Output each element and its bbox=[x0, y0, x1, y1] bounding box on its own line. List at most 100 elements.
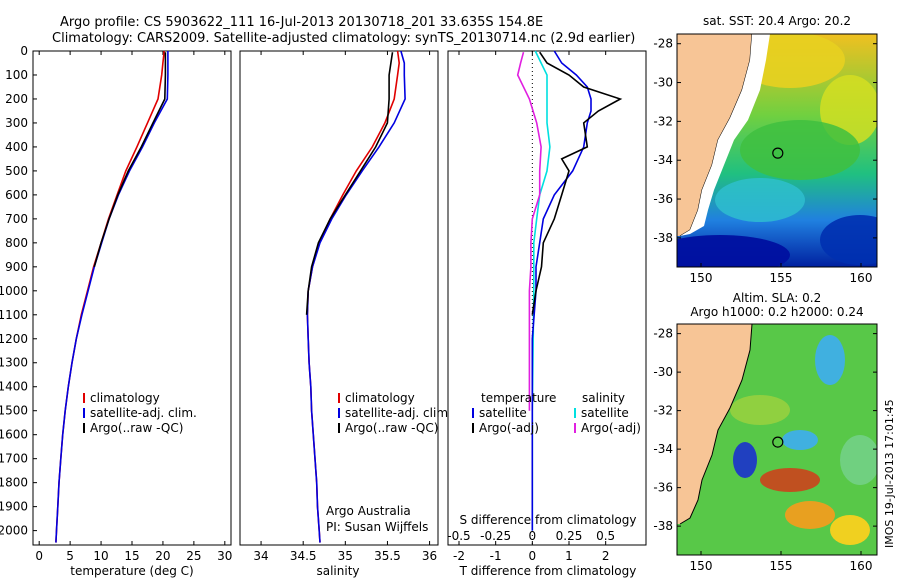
sst-map-title: sat. SST: 20.4 Argo: 20.2 bbox=[703, 14, 851, 28]
y-tick-label: 900 bbox=[5, 260, 28, 274]
legend-label: satellite-adj. clim. bbox=[345, 406, 452, 420]
difference-series bbox=[516, 50, 623, 531]
sst-map-frame bbox=[676, 33, 878, 268]
legend-header: salinity bbox=[582, 391, 625, 405]
legend-label: climatology bbox=[90, 391, 160, 405]
figure-title-line2: Climatology: CARS2009. Satellite-adjuste… bbox=[52, 31, 635, 46]
x-tick-label: 35 bbox=[338, 549, 353, 563]
figure-title-line1: Argo profile: CS 5903622_111 16-Jul-2013… bbox=[60, 15, 543, 30]
map-x-tick-label: 160 bbox=[850, 559, 873, 573]
legend-header: temperature bbox=[481, 391, 556, 405]
y-tick-label: 0 bbox=[20, 44, 28, 58]
x-tick-label: -2 bbox=[453, 549, 465, 563]
x-tick-label: 15 bbox=[124, 549, 139, 563]
x-tick-label-salinity: 0.5 bbox=[596, 529, 615, 543]
sla-feature bbox=[785, 501, 835, 529]
map-y-tick-label: -36 bbox=[653, 192, 673, 206]
y-tick-label: 500 bbox=[5, 164, 28, 178]
timestamp-stamp: IMOS 19-Jul-2013 17:01:45 bbox=[883, 399, 896, 548]
map-y-tick-label: -38 bbox=[653, 231, 673, 245]
y-tick-label: 1200 bbox=[0, 332, 28, 346]
sla-feature bbox=[830, 515, 870, 545]
series-line-argo bbox=[93, 52, 167, 268]
map-y-tick-label: -36 bbox=[653, 481, 673, 495]
series-line-argo bbox=[531, 51, 623, 315]
salinity-annotation-line1: Argo Australia bbox=[326, 504, 411, 518]
y-tick-label: 2000 bbox=[0, 524, 28, 538]
y-tick-label: 600 bbox=[5, 188, 28, 202]
sla-feature bbox=[815, 335, 845, 385]
land-australia bbox=[677, 34, 752, 236]
argo-position-marker bbox=[772, 436, 784, 448]
y-tick-label: 1500 bbox=[0, 404, 28, 418]
salinity-annotation-line2: PI: Susan Wijffels bbox=[326, 520, 428, 534]
data-gap bbox=[680, 34, 770, 236]
x-tick-label: 35.5 bbox=[374, 549, 401, 563]
sla-feature bbox=[760, 468, 820, 492]
sla-map-frame bbox=[676, 323, 878, 556]
legend-label: satellite-adj. clim. bbox=[90, 406, 197, 420]
sla-map: Altim. SLA: 0.2 Argo h1000: 0.2 h2000: 0… bbox=[653, 291, 878, 573]
salinity-series bbox=[305, 50, 406, 543]
map-y-tick-label: -34 bbox=[653, 153, 673, 167]
y-tick-label: 400 bbox=[5, 140, 28, 154]
sla-feature bbox=[733, 442, 757, 478]
x-tick-label: 36 bbox=[422, 549, 437, 563]
difference-xlabel: T difference from climatology bbox=[459, 564, 637, 578]
x-tick-label-salinity: 0.25 bbox=[556, 529, 583, 543]
x-tick-label: 5 bbox=[66, 549, 74, 563]
map-x-tick-label: 150 bbox=[690, 271, 713, 285]
series-line-satellite bbox=[531, 50, 592, 531]
series-line-satellite_salinity bbox=[531, 50, 551, 531]
y-tick-label: 1300 bbox=[0, 356, 28, 370]
y-tick-label: 1100 bbox=[0, 308, 28, 322]
legend-label: Argo(-adj) bbox=[581, 421, 641, 435]
map-y-tick-label: -32 bbox=[653, 114, 673, 128]
temperature-xlabel: temperature (deg C) bbox=[70, 564, 193, 578]
x-tick-label: 1 bbox=[565, 549, 573, 563]
y-tick-label: 700 bbox=[5, 212, 28, 226]
sla-map-title-line1: Altim. SLA: 0.2 bbox=[733, 291, 821, 305]
difference-legend: temperaturesatelliteArgo(-adj)salinitysa… bbox=[472, 391, 641, 435]
y-tick-label: 1900 bbox=[0, 500, 28, 514]
land-australia bbox=[677, 324, 752, 524]
y-tick-label: 1800 bbox=[0, 476, 28, 490]
x-tick-label: 34 bbox=[253, 549, 268, 563]
sst-green-patch bbox=[740, 120, 860, 180]
x-tick-label: 2 bbox=[602, 549, 610, 563]
map-y-tick-label: -34 bbox=[653, 442, 673, 456]
series-line-argo bbox=[305, 52, 394, 315]
map-y-tick-label: -38 bbox=[653, 519, 673, 533]
sla-feature bbox=[840, 435, 877, 485]
map-x-tick-label: 155 bbox=[770, 271, 793, 285]
coastline bbox=[679, 324, 753, 525]
y-tick-label: 100 bbox=[5, 68, 28, 82]
temperature-x-axis: 0 5 10 15 20 25 30 bbox=[35, 51, 232, 563]
salinity-panel: 34 34.5 35 35.5 36 climatologysatellite-adj.… bbox=[239, 50, 452, 578]
salinity-axes-box bbox=[239, 50, 439, 546]
legend-label: climatology bbox=[345, 391, 415, 405]
difference-xlabel-top: S difference from climatology bbox=[460, 513, 637, 527]
x-tick-label: 34.5 bbox=[290, 549, 317, 563]
y-tick-label: 1000 bbox=[0, 284, 28, 298]
depth-axis: 0 100 200 300 400 500 600 700 800 900 1000 1100 1200… bbox=[0, 44, 37, 538]
x-tick-label-salinity: -0.5 bbox=[447, 529, 470, 543]
map-y-tick-label: -32 bbox=[653, 404, 673, 418]
salinity-xlabel: salinity bbox=[316, 564, 359, 578]
x-tick-label: 0 bbox=[35, 549, 43, 563]
legend-label: satellite bbox=[479, 406, 527, 420]
temperature-panel: 0100200300400500600700800900100011001200… bbox=[0, 44, 232, 578]
sla-feature bbox=[730, 395, 790, 425]
x-tick-label: 30 bbox=[217, 549, 232, 563]
y-tick-label: 800 bbox=[5, 236, 28, 250]
sst-map-axes: 150 155 160 -28 -30 -32 -34 -36 -38 bbox=[653, 37, 877, 285]
x-tick-label: 20 bbox=[155, 549, 170, 563]
sst-cyan-patch bbox=[715, 178, 805, 222]
sst-blue-patch bbox=[677, 235, 790, 267]
x-tick-label-salinity: -0.25 bbox=[480, 529, 511, 543]
